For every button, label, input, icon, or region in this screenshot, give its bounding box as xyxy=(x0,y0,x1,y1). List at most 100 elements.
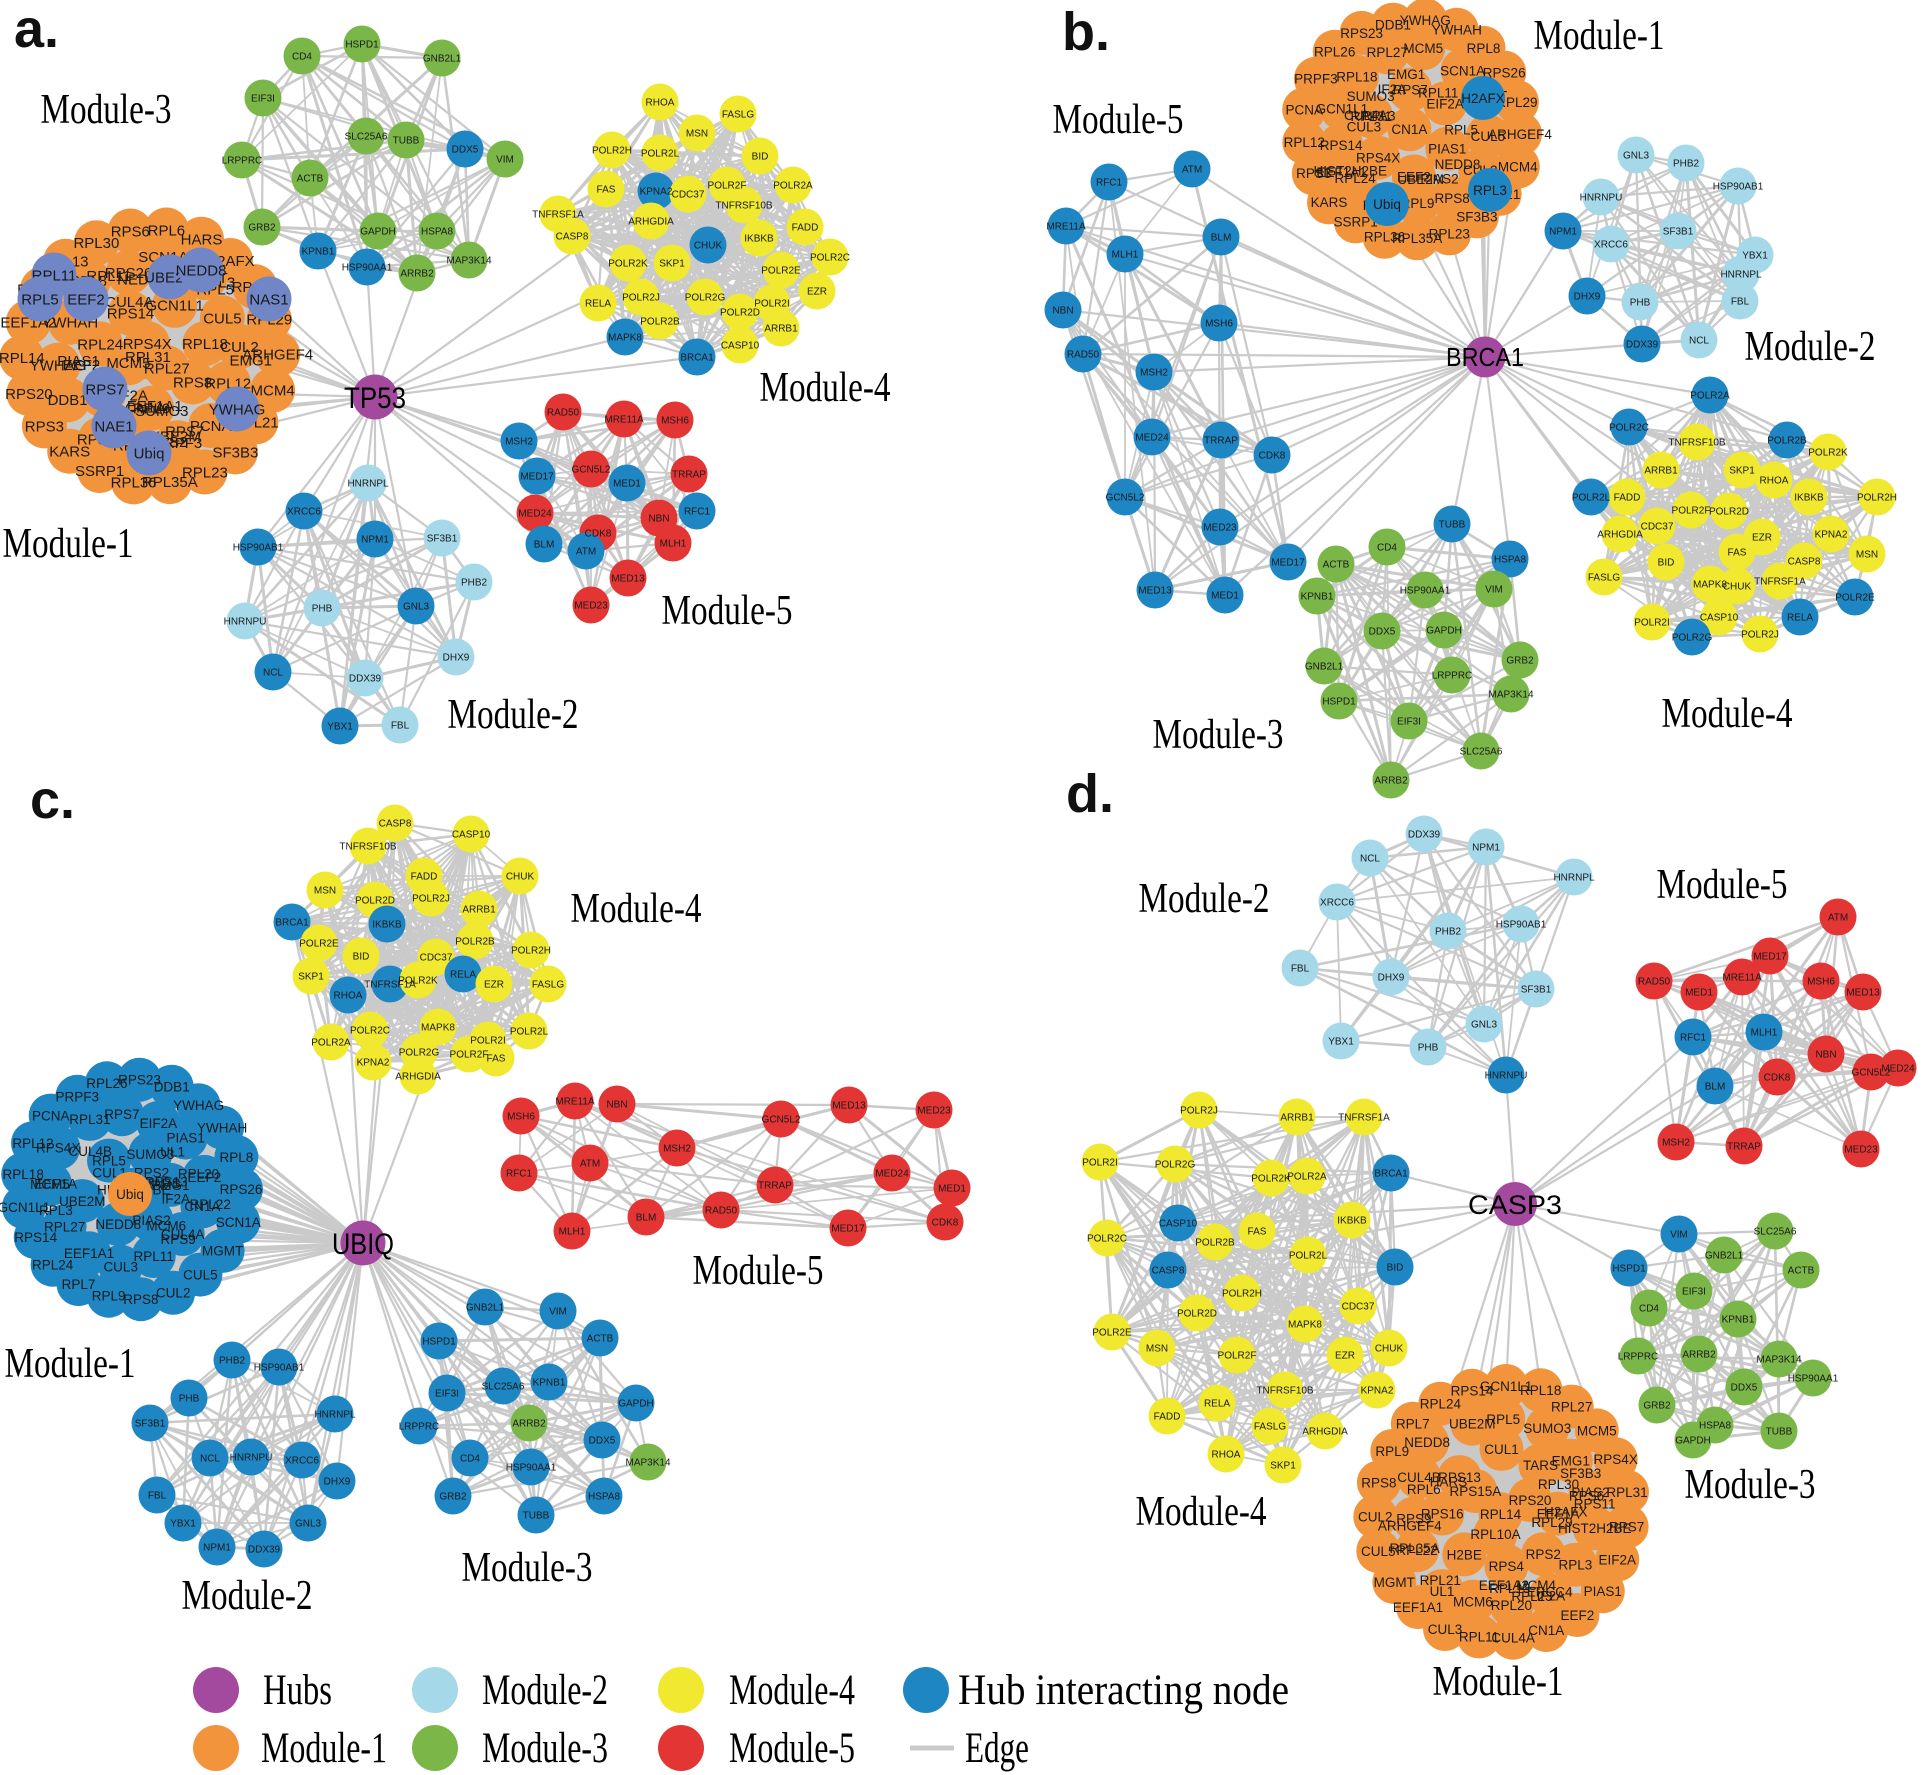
svg-text:H2AFX: H2AFX xyxy=(1544,1505,1588,1520)
svg-text:PHB: PHB xyxy=(1418,1043,1439,1054)
svg-text:RPL30: RPL30 xyxy=(73,235,119,252)
svg-text:TNFRSF10B: TNFRSF10B xyxy=(1668,438,1726,449)
svg-text:HNRNPL: HNRNPL xyxy=(347,479,389,490)
svg-text:POLR2A: POLR2A xyxy=(1690,391,1730,402)
svg-text:Module-3: Module-3 xyxy=(482,1725,608,1772)
svg-text:GAPDH: GAPDH xyxy=(360,227,396,238)
svg-text:POLR2J: POLR2J xyxy=(1741,630,1779,641)
svg-text:RPL29: RPL29 xyxy=(1496,95,1537,110)
svg-text:CUL5: CUL5 xyxy=(183,1267,218,1282)
svg-text:EMG1: EMG1 xyxy=(151,1178,189,1193)
svg-text:RAD50: RAD50 xyxy=(705,1206,738,1217)
svg-text:CDK8: CDK8 xyxy=(1764,1073,1791,1084)
svg-text:BLM: BLM xyxy=(1705,1082,1726,1093)
svg-text:YWHAG: YWHAG xyxy=(30,358,87,375)
svg-text:UL1: UL1 xyxy=(1430,1584,1455,1599)
svg-text:NBN: NBN xyxy=(648,514,669,525)
svg-text:GCN5L2: GCN5L2 xyxy=(572,465,611,476)
svg-text:TARS: TARS xyxy=(146,1176,181,1191)
svg-text:POLR2J: POLR2J xyxy=(1180,1106,1218,1117)
svg-text:TUBB: TUBB xyxy=(523,1511,550,1522)
svg-text:XRCC6: XRCC6 xyxy=(285,1456,319,1467)
svg-text:CDC37: CDC37 xyxy=(1342,1302,1375,1313)
svg-text:a.: a. xyxy=(14,0,59,59)
svg-text:GAPDH: GAPDH xyxy=(1675,1436,1711,1447)
svg-text:MSH2: MSH2 xyxy=(663,1144,691,1155)
svg-text:HSP90AA1: HSP90AA1 xyxy=(1400,586,1451,597)
svg-text:SF3B3: SF3B3 xyxy=(212,444,258,461)
svg-text:Module-5: Module-5 xyxy=(729,1725,855,1772)
svg-text:CUL4A: CUL4A xyxy=(105,294,153,311)
svg-text:CUL4A: CUL4A xyxy=(1491,1631,1535,1646)
svg-text:CUL2: CUL2 xyxy=(220,339,258,356)
svg-text:TRRAP: TRRAP xyxy=(672,470,706,481)
svg-text:IF2A: IF2A xyxy=(1537,1589,1566,1604)
svg-text:RPL6: RPL6 xyxy=(1407,1482,1441,1497)
svg-text:POLR2C: POLR2C xyxy=(810,253,850,264)
svg-text:RPS14: RPS14 xyxy=(1451,1384,1494,1399)
svg-text:CUL2: CUL2 xyxy=(156,1286,191,1301)
svg-text:NAE1: NAE1 xyxy=(94,418,133,435)
svg-text:PHB2: PHB2 xyxy=(219,1356,246,1367)
svg-text:RPS20: RPS20 xyxy=(1509,1493,1552,1508)
svg-text:MCM5: MCM5 xyxy=(30,1177,70,1192)
svg-text:ARRB2: ARRB2 xyxy=(1682,1350,1716,1361)
svg-text:RPL35A: RPL35A xyxy=(142,474,198,491)
svg-text:IF2A: IF2A xyxy=(162,1192,191,1207)
svg-text:RPL31: RPL31 xyxy=(1606,1485,1647,1500)
svg-text:TRRAP: TRRAP xyxy=(1727,1142,1761,1153)
svg-text:d.: d. xyxy=(1066,764,1114,824)
svg-text:CHUK: CHUK xyxy=(506,872,535,883)
svg-text:RPL23: RPL23 xyxy=(1429,226,1470,241)
svg-text:GAPDH: GAPDH xyxy=(618,1399,654,1410)
svg-text:MAPK8: MAPK8 xyxy=(608,333,642,344)
svg-text:RPL23: RPL23 xyxy=(182,464,228,481)
svg-text:CN1A: CN1A xyxy=(125,400,165,417)
svg-text:RAD50: RAD50 xyxy=(1067,350,1100,361)
svg-text:YWHAG: YWHAG xyxy=(209,401,266,418)
svg-text:BID: BID xyxy=(1658,558,1675,569)
svg-text:TRRAP: TRRAP xyxy=(1204,436,1238,447)
svg-text:YBX1: YBX1 xyxy=(1328,1037,1354,1048)
svg-text:MED13: MED13 xyxy=(611,574,645,585)
svg-text:MED24: MED24 xyxy=(1135,433,1169,444)
svg-text:HSPA8: HSPA8 xyxy=(588,1492,620,1503)
svg-text:MCM6: MCM6 xyxy=(146,1219,186,1234)
svg-text:RPL26: RPL26 xyxy=(86,1076,127,1091)
svg-text:ARHGEF4: ARHGEF4 xyxy=(242,347,313,364)
svg-text:Module-1: Module-1 xyxy=(1534,13,1665,59)
svg-text:POLR2F: POLR2F xyxy=(1672,506,1711,517)
svg-text:MSN: MSN xyxy=(686,129,708,140)
svg-text:FAS: FAS xyxy=(1728,548,1747,559)
svg-text:RELA: RELA xyxy=(1204,1399,1230,1410)
svg-text:NBN: NBN xyxy=(1815,1050,1836,1061)
svg-text:ACTB: ACTB xyxy=(587,1334,614,1345)
svg-text:HARS: HARS xyxy=(1430,1474,1468,1489)
svg-text:ACTB: ACTB xyxy=(1788,1266,1815,1277)
svg-text:RPS16: RPS16 xyxy=(1421,1506,1464,1521)
svg-text:RFC1: RFC1 xyxy=(1680,1033,1707,1044)
svg-text:DHX9: DHX9 xyxy=(1574,292,1601,303)
svg-text:MGMT: MGMT xyxy=(1374,1575,1415,1590)
svg-text:EEF1A1: EEF1A1 xyxy=(1316,165,1366,180)
svg-text:POLR2F: POLR2F xyxy=(708,181,747,192)
svg-text:YWHAG: YWHAG xyxy=(1400,13,1451,28)
svg-text:POLR2I: POLR2I xyxy=(754,299,790,310)
svg-text:RPL22: RPL22 xyxy=(1396,1543,1437,1558)
svg-text:DHX9: DHX9 xyxy=(1378,973,1405,984)
svg-text:HARS: HARS xyxy=(181,232,223,249)
svg-text:FASLG: FASLG xyxy=(1588,573,1620,584)
svg-text:PIAS2: PIAS2 xyxy=(1571,1485,1609,1500)
svg-text:VIM: VIM xyxy=(549,1307,567,1318)
svg-text:POLR2E: POLR2E xyxy=(761,266,801,277)
svg-text:FAS: FAS xyxy=(487,1054,506,1065)
svg-text:BLM: BLM xyxy=(1211,233,1232,244)
svg-text:POLR2C: POLR2C xyxy=(1609,423,1649,434)
svg-text:EEF2: EEF2 xyxy=(1561,1608,1595,1623)
svg-text:LRPPRC: LRPPRC xyxy=(399,1422,440,1433)
svg-text:EZR: EZR xyxy=(1752,533,1772,544)
svg-text:RPL7: RPL7 xyxy=(1396,1417,1430,1432)
svg-text:RPS4X: RPS4X xyxy=(36,1141,80,1156)
svg-text:MED23: MED23 xyxy=(1203,523,1237,534)
svg-text:TUBB: TUBB xyxy=(1766,1427,1793,1438)
